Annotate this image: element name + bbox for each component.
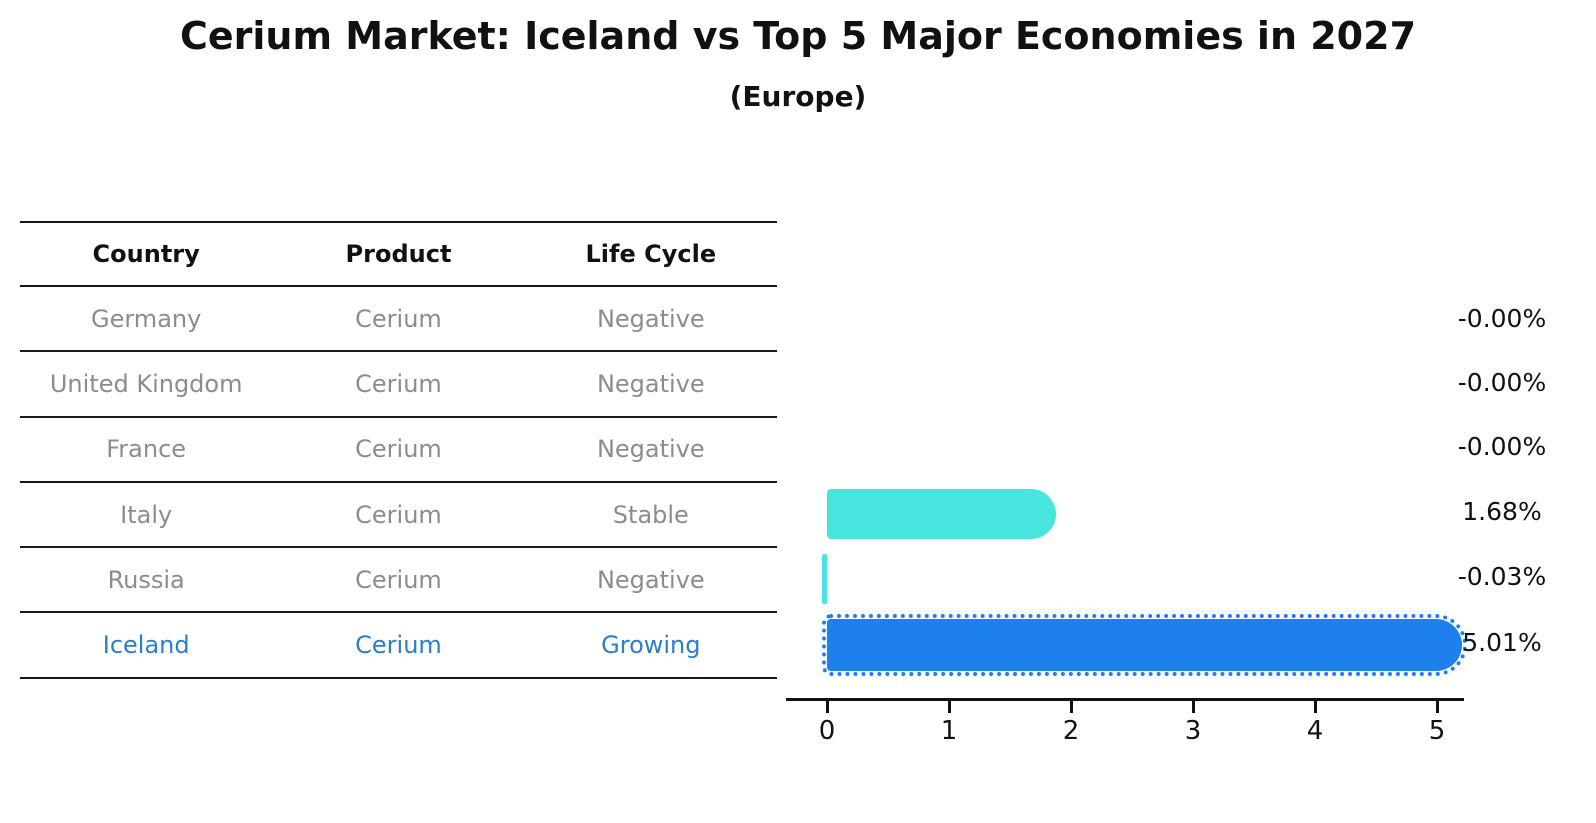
table-header-row: Country Product Life Cycle	[20, 221, 777, 285]
table-row-iceland: Iceland Cerium Growing	[20, 611, 777, 679]
cell-country-united-kingdom: United Kingdom	[49, 369, 243, 398]
cell-life_cycle-russia: Negative	[596, 565, 705, 594]
cell-life_cycle-united-kingdom: Negative	[596, 369, 705, 398]
value-label-italy: 1.68%	[1462, 497, 1542, 526]
table-header-life-cycle: Life Cycle	[585, 240, 717, 268]
cell-product-russia: Cerium	[355, 565, 442, 594]
table-header-country: Country	[92, 240, 200, 268]
cell-country-germany: Germany	[91, 304, 202, 333]
cell-life_cycle-germany: Negative	[596, 304, 705, 333]
cell-product-germany: Cerium	[355, 304, 442, 333]
x-axis-tick-label-3: 3	[1184, 716, 1202, 746]
cell-life_cycle-iceland: Growing	[601, 631, 701, 660]
table-row-italy: Italy Cerium Stable	[20, 480, 777, 546]
cell-life_cycle-france: Negative	[596, 435, 705, 464]
cell-life_cycle-italy: Stable	[612, 500, 689, 529]
x-axis-tick-label-2: 2	[1062, 716, 1080, 746]
cell-country-france: France	[106, 435, 187, 464]
x-axis-tick-label-0: 0	[818, 716, 836, 746]
cell-product-france: Cerium	[355, 435, 442, 464]
country-table: Country Product Life Cycle Germany Cerium Neg…	[20, 221, 777, 679]
x-axis-tick-label-4: 4	[1306, 716, 1324, 746]
x-axis-tick-label-1: 1	[940, 716, 958, 746]
table-row-united-kingdom: United Kingdom Cerium Negative	[20, 350, 777, 415]
value-label-russia: -0.03%	[1457, 562, 1547, 591]
x-axis-tick-0	[825, 701, 829, 713]
x-axis-tick-4	[1313, 701, 1317, 713]
cell-product-italy: Cerium	[355, 500, 442, 529]
x-axis-tick-5	[1435, 701, 1439, 713]
x-axis-tick-label-5: 5	[1428, 716, 1446, 746]
cell-country-iceland: Iceland	[102, 631, 190, 660]
x-axis-tick-2	[1069, 701, 1073, 713]
bar-russia	[822, 554, 827, 604]
bar-italy	[827, 489, 1056, 539]
value-label-iceland: 5.01%	[1462, 628, 1542, 657]
value-label-united-kingdom: -0.00%	[1457, 368, 1547, 397]
table-row-germany: Germany Cerium Negative	[20, 285, 777, 350]
cell-country-italy: Italy	[120, 500, 173, 529]
table-header-product: Product	[345, 240, 452, 268]
value-label-france: -0.00%	[1457, 432, 1547, 461]
cell-country-russia: Russia	[107, 565, 185, 594]
x-axis-tick-1	[947, 701, 951, 713]
chart-subtitle: (Europe)	[729, 80, 867, 113]
bar-iceland	[821, 614, 1468, 676]
cell-product-iceland: Cerium	[355, 631, 442, 660]
chart-title: Cerium Market: Iceland vs Top 5 Major Ec…	[179, 14, 1417, 58]
cell-product-united-kingdom: Cerium	[355, 369, 442, 398]
value-label-germany: -0.00%	[1457, 304, 1547, 333]
x-axis-line	[786, 698, 1464, 701]
table-row-france: France Cerium Negative	[20, 415, 777, 481]
x-axis-tick-3	[1191, 701, 1195, 713]
table-row-russia: Russia Cerium Negative	[20, 546, 777, 611]
